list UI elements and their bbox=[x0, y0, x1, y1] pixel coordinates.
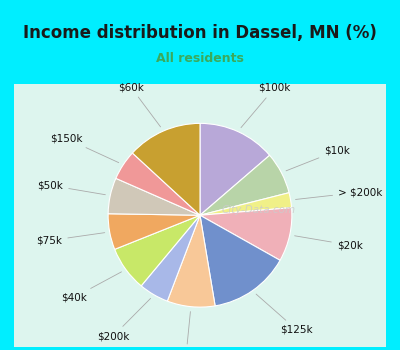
Text: $50k: $50k bbox=[37, 180, 105, 195]
Wedge shape bbox=[116, 153, 200, 215]
Text: $30k: $30k bbox=[173, 312, 199, 350]
Text: $200k: $200k bbox=[97, 299, 150, 341]
Text: $150k: $150k bbox=[50, 134, 119, 163]
Wedge shape bbox=[108, 214, 200, 249]
Text: All residents: All residents bbox=[156, 52, 244, 65]
Wedge shape bbox=[200, 124, 270, 215]
Wedge shape bbox=[200, 193, 292, 215]
Wedge shape bbox=[200, 155, 289, 215]
Wedge shape bbox=[115, 215, 200, 286]
Text: Income distribution in Dassel, MN (%): Income distribution in Dassel, MN (%) bbox=[23, 24, 377, 42]
Text: $75k: $75k bbox=[36, 233, 105, 246]
Wedge shape bbox=[108, 178, 200, 215]
Text: City-Data.com: City-Data.com bbox=[222, 205, 296, 215]
Text: $10k: $10k bbox=[286, 146, 350, 171]
Text: > $200k: > $200k bbox=[296, 187, 382, 199]
Text: $60k: $60k bbox=[118, 82, 160, 127]
Text: $40k: $40k bbox=[61, 272, 122, 302]
Wedge shape bbox=[167, 215, 215, 307]
Wedge shape bbox=[200, 208, 292, 260]
Wedge shape bbox=[132, 124, 200, 215]
Text: $100k: $100k bbox=[241, 83, 291, 128]
Text: $125k: $125k bbox=[256, 294, 313, 335]
Wedge shape bbox=[141, 215, 200, 301]
Text: $20k: $20k bbox=[295, 236, 363, 250]
Wedge shape bbox=[200, 215, 280, 306]
